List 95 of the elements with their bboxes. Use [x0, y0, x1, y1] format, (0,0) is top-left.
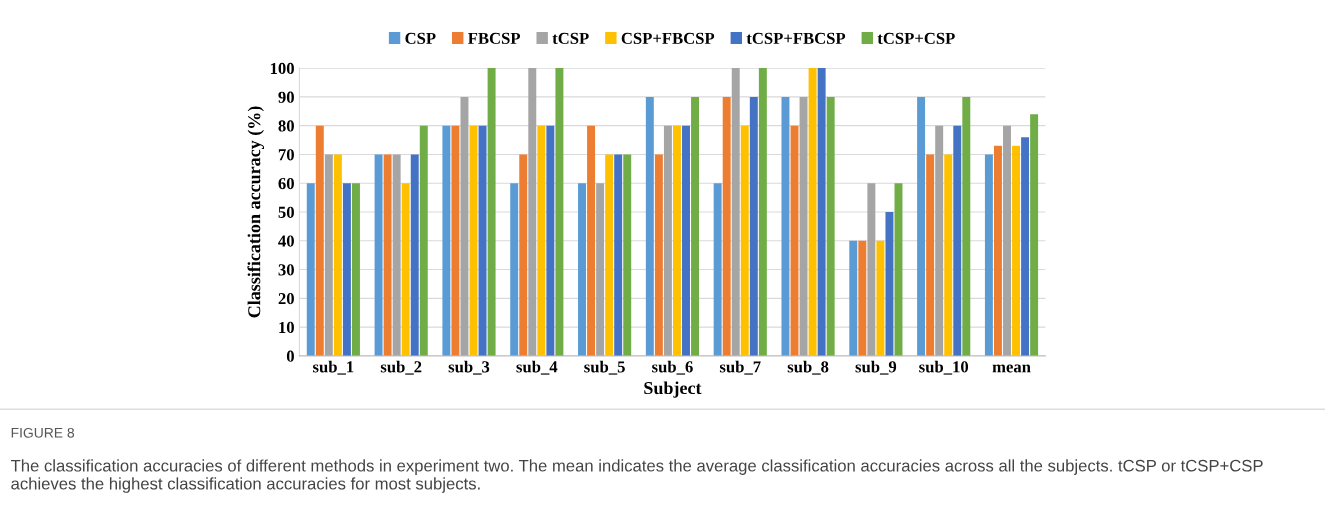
- bar: [1012, 145, 1021, 356]
- y-tick-label: 0: [286, 350, 294, 362]
- bar: [392, 154, 401, 356]
- bar: [749, 96, 758, 356]
- bar: [614, 154, 623, 356]
- bar: [722, 96, 731, 356]
- y-tick-label: 90: [278, 91, 294, 103]
- bar: [383, 154, 392, 356]
- x-tick-label: sub_9: [855, 360, 897, 375]
- bar: [799, 96, 808, 356]
- bar: [731, 68, 740, 356]
- x-tick-label: sub_10: [919, 360, 969, 375]
- y-tick-label: 80: [278, 120, 294, 132]
- bar: [451, 125, 460, 356]
- bar: [817, 68, 826, 356]
- y-tick-label: 100: [270, 62, 294, 75]
- bar: [984, 154, 993, 356]
- bar: [962, 96, 971, 356]
- bar: [578, 183, 586, 356]
- bar: [315, 125, 324, 356]
- legend-label: FBCSP: [468, 32, 521, 44]
- bar: [351, 183, 360, 356]
- bar: [876, 240, 885, 356]
- caption: FIGURE 8: [11, 427, 75, 438]
- legend-label: CSP: [405, 32, 436, 44]
- bar: [478, 125, 487, 356]
- bar: [926, 154, 935, 356]
- bar: [935, 125, 944, 356]
- x-axis-title: Subject: [644, 381, 702, 398]
- y-tick-label: 50: [278, 206, 294, 218]
- bar: [867, 183, 876, 356]
- text: The classification accuracies of different methods in experiment two. The mean indicates the average classification accuracies across all the subjects. tCSP or tCSP+CSP achieves the highest classification accuracies for most subjects.: [10, 459, 1263, 493]
- x-tick-label: sub_4: [516, 360, 558, 375]
- bar: [555, 68, 564, 356]
- bar: [596, 183, 605, 356]
- x-tick-label: mean: [992, 364, 1031, 373]
- bar: [410, 154, 419, 356]
- x-tick-label: sub_7: [719, 360, 761, 375]
- y-tick-label: 60: [278, 177, 294, 190]
- x-tick-label: sub_5: [584, 360, 625, 375]
- legend-label: tCSP+CSP: [877, 32, 955, 44]
- legend-label: CSP+FBCSP: [621, 32, 715, 44]
- bar: [826, 96, 835, 356]
- bar: [487, 68, 496, 356]
- bar: [944, 154, 953, 356]
- bar: [953, 125, 962, 356]
- bar: [849, 240, 858, 356]
- bar: [781, 96, 790, 356]
- bar: [605, 154, 614, 356]
- bar: [460, 96, 469, 356]
- bar: [1021, 137, 1030, 356]
- bar: [645, 96, 654, 356]
- bar: [993, 145, 1002, 356]
- y-axis-title: Classification accuracy (%): [247, 106, 265, 318]
- bar: [537, 125, 546, 356]
- bar: [654, 154, 663, 356]
- bar: [858, 240, 867, 356]
- bar: [691, 96, 700, 356]
- y-tick-label: 40: [278, 235, 294, 247]
- y-tick-label: 30: [278, 264, 294, 276]
- bar: [1030, 114, 1039, 356]
- bar: [510, 183, 519, 356]
- bar: [663, 125, 672, 356]
- bar: [623, 154, 632, 356]
- bar: [740, 125, 749, 356]
- bar: [401, 183, 410, 356]
- x-tick-label: sub_2: [380, 360, 422, 375]
- bar: [587, 125, 596, 356]
- bar: [324, 154, 333, 356]
- x-tick-label: sub_1: [313, 360, 354, 375]
- y-tick-label: 70: [278, 149, 294, 161]
- bar: [442, 125, 451, 356]
- bar: [682, 125, 690, 356]
- bar: [917, 96, 926, 356]
- bar: [885, 211, 894, 356]
- bar: [306, 183, 315, 356]
- bar: [342, 183, 351, 356]
- x-tick-label: sub_3: [448, 360, 490, 375]
- y-tick-label: 10: [279, 321, 294, 334]
- bar: [758, 68, 767, 356]
- x-tick-label: sub_6: [652, 360, 693, 375]
- legend-label: tCSP+FBCSP: [746, 32, 846, 44]
- bar: [1003, 125, 1011, 356]
- bar: [419, 125, 428, 356]
- bar: [808, 68, 817, 356]
- bar: [528, 68, 537, 356]
- y-tick-label: 20: [278, 293, 294, 305]
- bar: [672, 125, 681, 356]
- bar: [713, 183, 722, 356]
- bar: [333, 154, 342, 356]
- x-tick-label: sub_8: [787, 360, 829, 375]
- bar: [546, 125, 555, 356]
- bar: [519, 154, 528, 356]
- bar: [374, 154, 383, 356]
- legend-label: tCSP: [552, 32, 589, 44]
